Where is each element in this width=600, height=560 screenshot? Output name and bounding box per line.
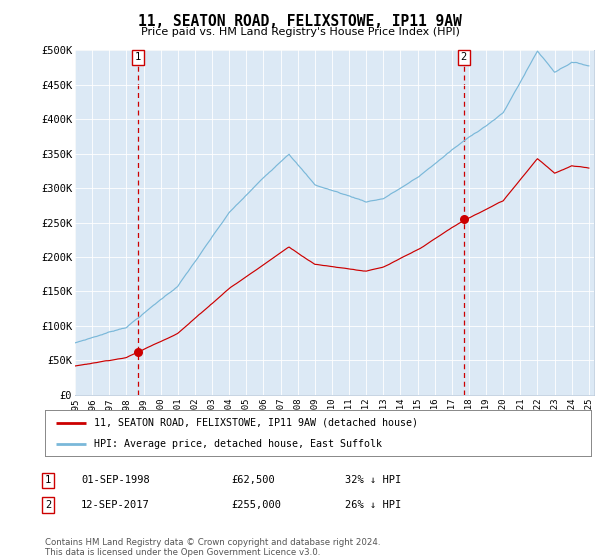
- Text: Contains HM Land Registry data © Crown copyright and database right 2024.
This d: Contains HM Land Registry data © Crown c…: [45, 538, 380, 557]
- Text: 12-SEP-2017: 12-SEP-2017: [81, 500, 150, 510]
- Text: 1: 1: [135, 53, 141, 63]
- Text: 01-SEP-1998: 01-SEP-1998: [81, 475, 150, 486]
- Text: 2: 2: [45, 500, 51, 510]
- Text: 1: 1: [45, 475, 51, 486]
- Text: £62,500: £62,500: [231, 475, 275, 486]
- Text: £255,000: £255,000: [231, 500, 281, 510]
- Text: 11, SEATON ROAD, FELIXSTOWE, IP11 9AW: 11, SEATON ROAD, FELIXSTOWE, IP11 9AW: [138, 14, 462, 29]
- Text: 2: 2: [461, 53, 467, 63]
- Text: HPI: Average price, detached house, East Suffolk: HPI: Average price, detached house, East…: [94, 439, 382, 449]
- Text: 26% ↓ HPI: 26% ↓ HPI: [345, 500, 401, 510]
- Text: 32% ↓ HPI: 32% ↓ HPI: [345, 475, 401, 486]
- Text: 11, SEATON ROAD, FELIXSTOWE, IP11 9AW (detached house): 11, SEATON ROAD, FELIXSTOWE, IP11 9AW (d…: [94, 418, 418, 428]
- Text: Price paid vs. HM Land Registry's House Price Index (HPI): Price paid vs. HM Land Registry's House …: [140, 27, 460, 37]
